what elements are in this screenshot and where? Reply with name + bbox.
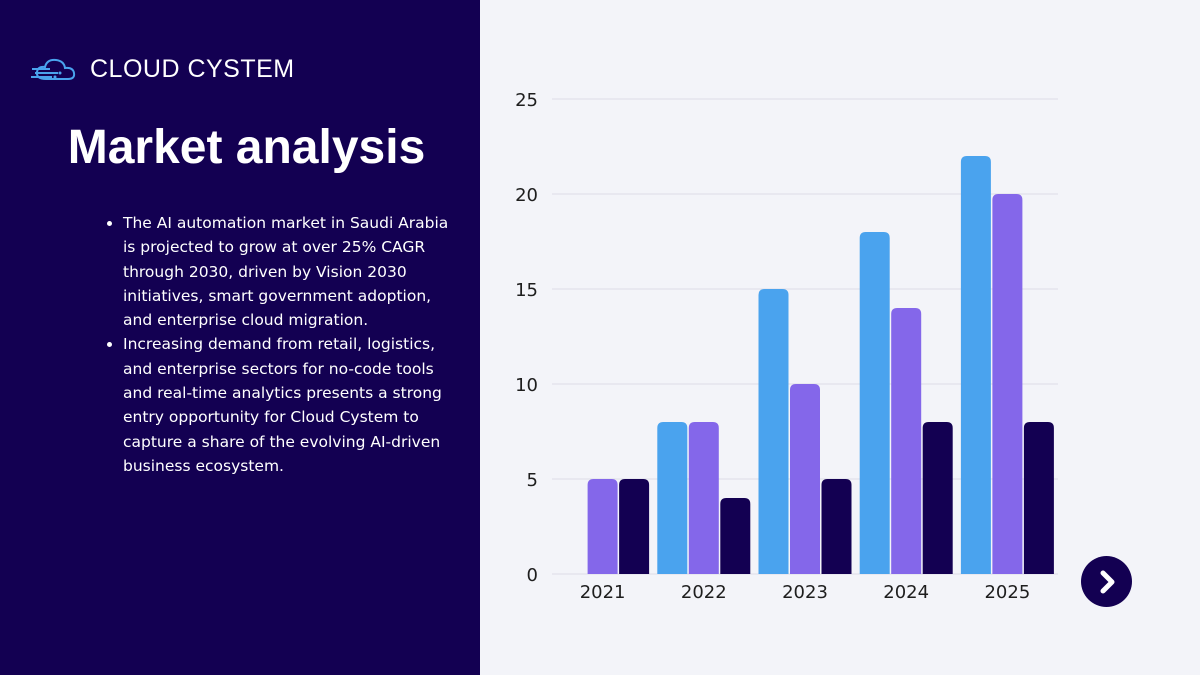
bar-2024-series-3 xyxy=(922,422,953,574)
left-panel: CLOUD CYSTEM Market analysis The AI auto… xyxy=(0,0,480,675)
y-tick-label: 20 xyxy=(515,185,538,206)
bar-2024-series-2 xyxy=(891,308,922,574)
bar-2022-series-2 xyxy=(688,422,719,574)
cloud-logo-icon xyxy=(31,58,76,80)
bar-2023-series-1 xyxy=(758,289,789,574)
bar-2025-series-3 xyxy=(1023,422,1054,574)
y-tick-label: 10 xyxy=(515,375,538,396)
chevron-right-icon xyxy=(1100,570,1114,593)
bar-2023-series-3 xyxy=(821,479,852,574)
bar-2022-series-1 xyxy=(657,422,688,574)
brand-name: CLOUD CYSTEM xyxy=(90,54,295,83)
bullet-item: Increasing demand from retail, logistics… xyxy=(123,332,463,478)
bar-2025-series-1 xyxy=(960,156,991,574)
bar-2021-series-2 xyxy=(587,479,618,574)
bar-2022-series-3 xyxy=(720,498,751,574)
bar-2023-series-2 xyxy=(790,384,820,574)
bullet-list: The AI automation market in Saudi Arabia… xyxy=(105,211,463,478)
bar-2025-series-2 xyxy=(992,194,1023,574)
x-tick-label: 2023 xyxy=(782,582,828,603)
bar-2021-series-3 xyxy=(619,479,650,574)
y-tick-label: 15 xyxy=(515,280,538,301)
y-tick-label: 5 xyxy=(527,470,538,491)
x-tick-label: 2024 xyxy=(883,582,929,603)
bullet-item: The AI automation market in Saudi Arabia… xyxy=(123,211,463,332)
x-tick-label: 2025 xyxy=(984,582,1030,603)
y-tick-label: 0 xyxy=(527,565,538,586)
slide-title: Market analysis xyxy=(67,121,426,174)
y-tick-label: 25 xyxy=(515,90,538,111)
next-slide-button[interactable] xyxy=(1081,556,1132,607)
x-tick-label: 2021 xyxy=(580,582,626,603)
x-tick-label: 2022 xyxy=(681,582,727,603)
bar-2024-series-1 xyxy=(859,232,890,574)
brand: CLOUD CYSTEM xyxy=(30,52,295,86)
